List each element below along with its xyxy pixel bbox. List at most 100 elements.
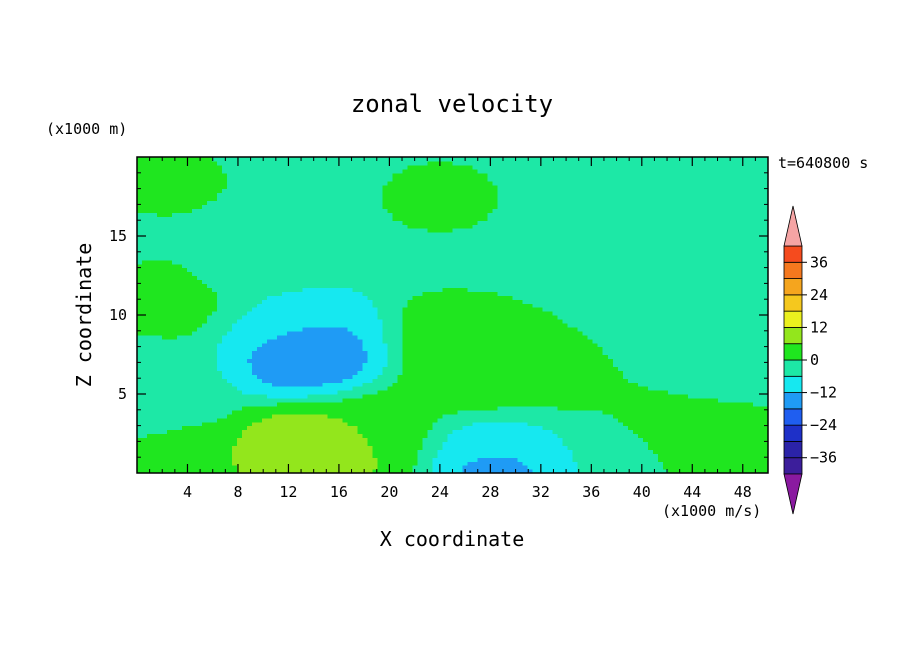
contour-cell (367, 334, 373, 340)
contour-cell (372, 409, 378, 415)
contour-cell (432, 374, 439, 379)
contour-cell (372, 469, 378, 474)
contour-cell (657, 358, 664, 363)
contour-cell (667, 330, 674, 336)
contour-cell (422, 315, 429, 320)
contour-cell (752, 449, 759, 454)
contour-cell (292, 350, 298, 356)
contour-cell (642, 441, 649, 446)
contour-cell (252, 378, 258, 383)
contour-cell (562, 390, 569, 395)
contour-cell (257, 421, 263, 427)
contour-cell (472, 405, 479, 411)
contour-cell (307, 413, 313, 419)
contour-cell (637, 366, 644, 371)
contour-cell (287, 425, 293, 431)
contour-cell (257, 413, 263, 419)
contour-cell (547, 390, 554, 395)
contour-cell (682, 390, 689, 395)
contour-cell (527, 437, 534, 442)
contour-cell (157, 354, 163, 360)
contour-cell (737, 394, 744, 399)
contour-cell (507, 390, 514, 395)
contour-cell (737, 397, 744, 403)
contour-cell (367, 449, 373, 454)
contour-cell (322, 449, 328, 454)
contour-cell (202, 449, 208, 454)
contour-cell (737, 330, 744, 336)
contour-cell (622, 437, 629, 442)
contour-cell (402, 382, 409, 387)
contour-cell (447, 437, 454, 442)
contour-cell (222, 374, 228, 379)
contour-cell (482, 394, 489, 399)
contour-cell (392, 374, 399, 379)
contour-cell (732, 469, 739, 474)
contour-cell (722, 461, 729, 466)
contour-cell (632, 346, 639, 352)
contour-cell (587, 342, 594, 348)
contour-cell (582, 374, 589, 379)
contour-cell (377, 421, 383, 427)
contour-cell (182, 394, 188, 399)
contour-cell (532, 330, 539, 336)
contour-cell (547, 358, 554, 363)
contour-cell (297, 378, 303, 383)
contour-cell (657, 453, 664, 458)
contour-cell (502, 441, 509, 446)
contour-cell (367, 401, 373, 407)
contour-cell (652, 405, 659, 411)
contour-cell (372, 315, 378, 320)
contour-cell (202, 362, 208, 367)
contour-cell (387, 318, 394, 324)
contour-cell (742, 405, 749, 411)
contour-cell (417, 374, 424, 379)
contour-cell (622, 318, 629, 324)
contour-cell (472, 326, 479, 332)
contour-cell (457, 461, 464, 466)
contour-cell (472, 437, 479, 442)
contour-cell (732, 401, 739, 407)
contour-cell (242, 429, 248, 435)
contour-cell (467, 413, 474, 419)
contour-cell (162, 342, 168, 348)
contour-cell (262, 378, 268, 383)
contour-cell (642, 394, 649, 399)
contour-cell (297, 386, 303, 391)
contour-cell (312, 338, 318, 344)
contour-cell (727, 358, 734, 363)
contour-cell (297, 461, 303, 466)
contour-cell (272, 378, 278, 383)
contour-cell (572, 318, 579, 324)
contour-cell (302, 358, 308, 363)
contour-cell (237, 469, 243, 474)
contour-cell (332, 397, 338, 403)
contour-cell (537, 370, 544, 375)
contour-cell (602, 433, 609, 439)
contour-cell (137, 326, 143, 332)
contour-cell (517, 358, 524, 363)
contour-cell (667, 401, 674, 407)
contour-cell (602, 322, 609, 328)
contour-cell (207, 397, 213, 403)
contour-cell (572, 326, 579, 332)
contour-cell (492, 413, 499, 419)
contour-cell (162, 449, 168, 454)
contour-cell (312, 401, 318, 407)
contour-cell (237, 433, 243, 439)
contour-cell (707, 334, 714, 340)
contour-cell (757, 409, 764, 415)
contour-cell (437, 334, 444, 340)
contour-cell (497, 370, 504, 375)
contour-cell (367, 465, 373, 470)
contour-cell (372, 394, 378, 399)
contour-cell (467, 441, 474, 446)
contour-cell (732, 362, 739, 367)
contour-cell (582, 386, 589, 391)
contour-cell (427, 421, 434, 427)
contour-cell (512, 465, 519, 470)
contour-cell (352, 401, 358, 407)
contour-cell (587, 374, 594, 379)
contour-cell (157, 346, 163, 352)
contour-cell (467, 409, 474, 415)
